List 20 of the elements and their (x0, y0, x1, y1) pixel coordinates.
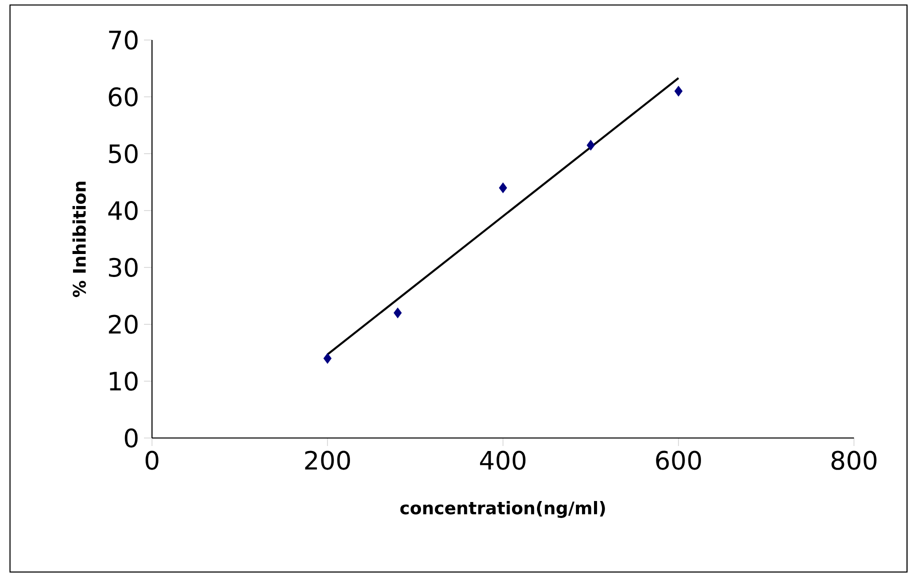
y-tick-label: 10 (110, 372, 138, 391)
x-tick-label: 0 (146, 450, 158, 470)
point (498, 182, 508, 194)
y-tick-label: 70 (109, 30, 138, 50)
point (323, 353, 332, 364)
y-tick-label: 40 (108, 201, 138, 220)
y-tick-label: 30 (108, 258, 138, 278)
x-tick-label: 400 (480, 450, 526, 470)
point (674, 86, 683, 97)
y-tick-label: 60 (108, 88, 138, 107)
y-tick-label: 50 (109, 144, 138, 164)
y-axis-title: % Inhibition (72, 182, 86, 298)
y-tick-label: 0 (124, 428, 138, 448)
y-tick-label: 20 (108, 314, 138, 334)
point (394, 308, 402, 318)
x-tick-label: 600 (656, 450, 701, 470)
x-axis-title: concentration(ng/ml) (400, 501, 605, 518)
x-tick-label: 200 (305, 450, 350, 470)
x-tick-label: 800 (832, 450, 876, 470)
point (586, 140, 595, 151)
